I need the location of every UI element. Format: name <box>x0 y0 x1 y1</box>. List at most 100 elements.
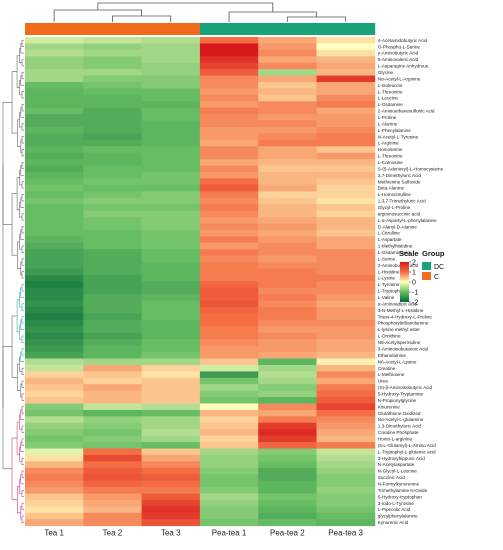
row-label: Creatine <box>378 366 396 371</box>
heatmap-cell <box>141 512 201 520</box>
heatmap-cell <box>141 474 201 482</box>
heatmap-cell <box>25 210 84 218</box>
dendrogram-branch <box>20 197 24 208</box>
heatmap-cell <box>258 448 317 456</box>
heatmap-cell <box>141 332 201 340</box>
heatmap-cell <box>141 223 201 231</box>
dendrogram-branch <box>21 393 24 401</box>
column-label: Tea 1 <box>44 529 64 538</box>
heatmap-cell <box>199 262 259 269</box>
legend-group-swatch <box>422 272 431 280</box>
heatmap-cell <box>316 307 376 314</box>
heatmap-cell <box>258 358 317 366</box>
heatmap-cell <box>25 191 84 199</box>
row-label: L-Tryptophyl-L-glutamic acid <box>378 449 436 454</box>
heatmap-cell <box>25 339 84 347</box>
heatmap-cell <box>199 229 259 237</box>
heatmap-cell <box>141 146 201 154</box>
heatmap-cell <box>258 409 317 417</box>
row-label: α-Aminoadipic acid <box>378 301 417 306</box>
heatmap-cell <box>83 403 142 411</box>
heatmap-cell <box>25 474 84 482</box>
heatmap-cell <box>199 120 259 128</box>
heatmap-cell <box>83 467 142 475</box>
heatmap-cell <box>258 152 317 160</box>
heatmap-cell <box>25 262 84 269</box>
heatmap-cell <box>199 377 259 385</box>
legend-scale-title: Scale <box>399 249 419 258</box>
heatmap-cell <box>83 442 142 449</box>
heatmap-cell <box>141 429 201 437</box>
dendrogram-branch <box>21 162 24 170</box>
heatmap-cell <box>258 165 317 173</box>
row-label: 3-N-Methyl-L-Histidine <box>378 308 424 313</box>
heatmap-cell <box>25 43 84 51</box>
heatmap-cell <box>141 114 201 121</box>
heatmap-cell <box>316 487 376 494</box>
dendrogram-branch <box>286 16 347 22</box>
heatmap-cell <box>316 300 376 308</box>
heatmap-cell <box>199 403 259 411</box>
row-label: N-Acetylaspartate <box>378 462 415 467</box>
heatmap-cell <box>199 429 259 437</box>
row-label: 4-Acetamidobutyric Acid <box>378 38 428 43</box>
heatmap-cell <box>141 94 201 102</box>
heatmap-cell <box>316 69 376 76</box>
dendrogram-branch <box>21 245 24 253</box>
row-label: 2-Aminobutyric acid <box>378 263 419 268</box>
row-label: 5-Aminovaleric Acid <box>378 57 419 62</box>
heatmap-cell <box>316 319 376 327</box>
heatmap-cell <box>199 454 259 462</box>
heatmap-cell <box>258 114 317 121</box>
row-label: L-Alanine <box>378 121 398 126</box>
heatmap-cell <box>316 416 376 424</box>
heatmap-cell <box>199 519 259 527</box>
heatmap-cell <box>141 178 201 186</box>
heatmap-cell <box>199 133 259 141</box>
heatmap-cell <box>258 43 317 51</box>
heatmap-cell <box>141 435 201 443</box>
heatmap-cell <box>199 493 259 501</box>
row-label: 1-Methylhistidine <box>378 244 413 249</box>
heatmap-cell <box>258 442 317 449</box>
heatmap-cell <box>83 165 142 173</box>
heatmap-cell <box>199 300 259 308</box>
heatmap-cell <box>258 519 317 527</box>
heatmap-cell <box>83 454 142 462</box>
row-label: Phosphorylethanolamine <box>378 321 429 326</box>
heatmap-cell <box>258 120 317 128</box>
group-bar-cell <box>83 23 142 35</box>
heatmap-cell <box>199 358 259 366</box>
heatmap-cell <box>199 313 259 321</box>
heatmap-cell <box>258 37 317 44</box>
row-label: 3-Aminoisobutanoic Acid <box>378 346 429 351</box>
heatmap-cell <box>25 37 84 44</box>
heatmap-cell <box>316 197 376 205</box>
row-label: L-Isoleucine <box>378 83 403 88</box>
heatmap-cell <box>199 236 259 244</box>
heatmap-cell <box>141 454 201 462</box>
heatmap-cell <box>141 210 201 218</box>
row-label: N-Acetyl-L-Tyrosine <box>378 134 419 139</box>
heatmap-cell <box>258 384 317 392</box>
heatmap-cell <box>199 94 259 102</box>
heatmap-cell <box>199 139 259 147</box>
heatmap-cell <box>25 429 84 437</box>
heatmap-cell <box>83 300 142 308</box>
heatmap-cell <box>83 326 142 334</box>
heatmap-cell <box>258 56 317 64</box>
heatmap-cell <box>83 409 142 417</box>
heatmap-cell <box>83 88 142 96</box>
legend-scale-tick: 2 <box>412 259 416 266</box>
heatmap-cell <box>199 448 259 456</box>
row-label: N-Propionylglycine <box>378 398 417 403</box>
dendrogram-branch <box>17 241 21 269</box>
heatmap-cell <box>258 94 317 102</box>
heatmap-cell <box>25 88 84 96</box>
heatmap-cell <box>141 403 201 411</box>
heatmap-cell <box>83 223 142 231</box>
heatmap-cell <box>141 75 201 83</box>
row-label: Trimethylamine N-Oxide <box>378 488 428 493</box>
heatmap-cell <box>258 249 317 257</box>
legend-scale: Scale 2 1 0 -1 -2 <box>399 249 419 306</box>
